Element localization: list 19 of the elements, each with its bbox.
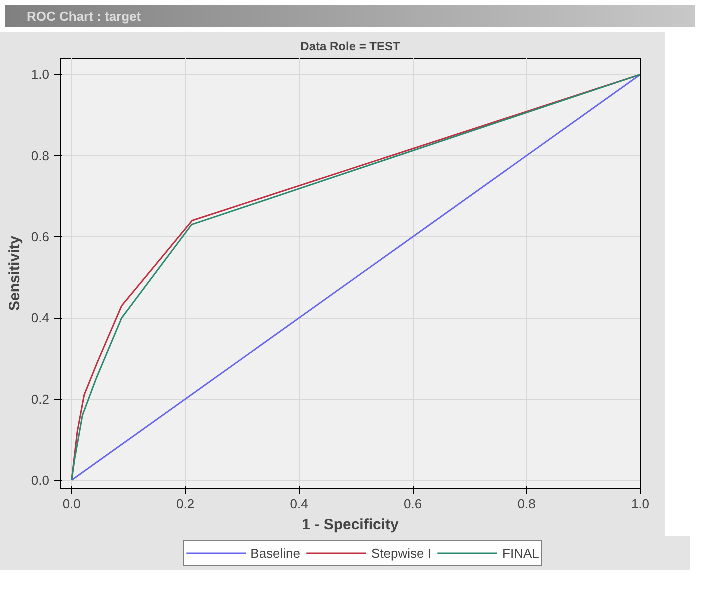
x-axis-title: 1 - Specificity — [302, 516, 400, 534]
legend-label: Baseline — [250, 546, 301, 560]
y-tick-label: 0.4 — [31, 310, 50, 326]
y-tick-label: 0.6 — [31, 229, 50, 244]
y-tick-label: 0.2 — [31, 392, 50, 407]
x-tick-label: 0.6 — [404, 496, 422, 512]
legend-label: FINAL — [502, 546, 540, 560]
y-tick-label: 0.8 — [31, 148, 50, 164]
y-tick-label: 0.0 — [31, 472, 50, 488]
chart-title: ROC Chart : target — [27, 8, 142, 26]
x-tick-label: 0.2 — [176, 496, 195, 512]
y-axis-title: Sensitivity — [6, 235, 24, 312]
x-tick-label: 1.0 — [631, 496, 650, 512]
y-tick-label: 1.0 — [31, 67, 50, 82]
x-tick-label: 0.8 — [518, 496, 536, 512]
legend-label: Stepwise I — [372, 546, 432, 560]
chart-subtitle: Data Role = TEST — [300, 40, 402, 54]
x-tick-label: 0.0 — [62, 496, 81, 512]
x-tick-label: 0.4 — [290, 496, 308, 512]
